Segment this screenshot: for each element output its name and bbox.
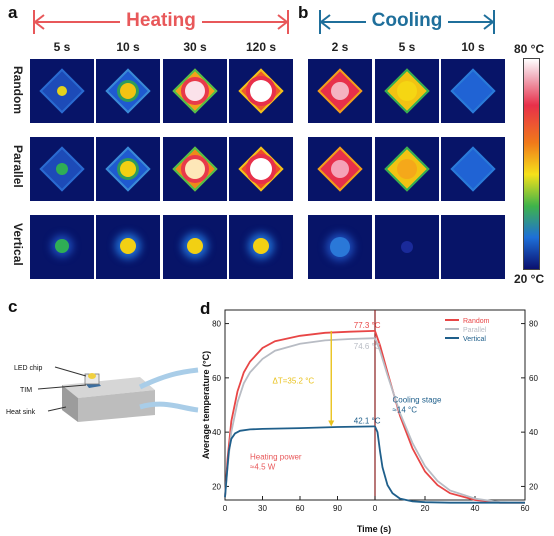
thermal-image	[308, 137, 372, 201]
series-line-parallel-heating	[224, 337, 376, 498]
time-label-heating-10s: 10 s	[116, 40, 140, 54]
x-tick-label-heating: 60	[296, 504, 305, 513]
legend-label-vertical: Vertical	[463, 336, 486, 343]
panel-letter-c: c	[8, 297, 18, 316]
series-line-random-heating	[224, 330, 376, 498]
led-schematic: LED chip TIM Heat sink	[6, 365, 199, 422]
annotation-parallel-peak: 74.6 °C	[354, 342, 381, 351]
time-label-heating-120s: 120 s	[245, 40, 277, 54]
coolant-pipe-bottom	[139, 401, 199, 413]
y-tick-label-right: 60	[529, 374, 538, 383]
series-line-random-cooling	[374, 330, 525, 504]
chart-ticks: 20 20 40 40 60 60 80 80 0 30 60 90 0 20 40 60	[212, 320, 538, 513]
label-tim: TIM	[20, 387, 32, 394]
time-label-cooling-10s: 10 s	[461, 40, 485, 54]
thermal-image	[96, 137, 160, 201]
thermal-image	[163, 137, 227, 201]
thermal-image	[441, 137, 505, 201]
coolant-pipe-top	[138, 367, 199, 390]
y-tick-label-left: 40	[212, 428, 221, 437]
x-tick-label-heating: 0	[223, 504, 228, 513]
annotation-delta: ΔT=35.2 °C	[273, 376, 315, 385]
row-label-vertical: Vertical	[11, 223, 25, 266]
legend-label-random: Random	[463, 318, 490, 325]
time-label-heating-30s: 30 s	[183, 40, 207, 54]
y-tick-label-right: 40	[529, 428, 538, 437]
label-led-chip: LED chip	[14, 365, 43, 372]
thermal-image	[30, 137, 94, 201]
y-tick-label-left: 60	[212, 374, 221, 383]
y-tick-label-left: 80	[212, 320, 221, 329]
heat-sink-top	[62, 377, 155, 398]
y-axis-label: Average temperature (°C)	[201, 351, 211, 459]
leader-tim	[37, 384, 87, 390]
thermal-image	[375, 59, 439, 123]
temperature-chart: 20 20 40 40 60 60 80 80 0 30 60 90 0 20 40 60 77.3 °C 74…	[201, 309, 538, 534]
y-tick-label-right: 80	[529, 320, 538, 329]
thermal-image	[375, 137, 439, 201]
panel-letter-d: d	[200, 299, 211, 318]
cooling-banner: Cooling	[318, 8, 496, 36]
x-tick-label-heating: 30	[258, 504, 267, 513]
thermal-image	[375, 215, 439, 279]
chart-annotations: 77.3 °C 74.6 °C 42.1 °C ΔT=35.2 °C Heating p…	[250, 321, 442, 471]
leader-led	[54, 366, 87, 377]
series-line-vertical-heating	[224, 425, 376, 498]
x-tick-label-cooling: 40	[471, 504, 480, 513]
thermal-image	[229, 137, 293, 201]
heating-banner: Heating	[32, 8, 290, 36]
thermal-image	[163, 215, 227, 279]
cooling-title: Cooling	[365, 10, 449, 31]
heat-sink-left	[62, 385, 78, 422]
annotation-heating-power-value: ≈4.5 W	[250, 462, 276, 471]
time-label-cooling-2s: 2 s	[331, 40, 349, 54]
x-tick-label-heating: 90	[333, 504, 342, 513]
legend-label-parallel: Parallel	[463, 327, 487, 334]
x-tick-label-cooling: 20	[421, 504, 430, 513]
series-line-vertical-cooling	[374, 426, 525, 504]
time-label-cooling-5s: 5 s	[398, 40, 416, 54]
thermal-image	[441, 215, 505, 279]
thermal-image	[441, 59, 505, 123]
x-tick-label-cooling: 60	[521, 504, 530, 513]
y-tick-label-left: 20	[212, 482, 221, 491]
annotation-vertical-peak: 42.1 °C	[354, 416, 381, 425]
annotation-random-peak: 77.3 °C	[354, 321, 381, 330]
thermal-image	[308, 215, 372, 279]
panel-letter-a: a	[8, 3, 18, 22]
thermal-image	[229, 215, 293, 279]
annotation-heating-power: Heating power	[250, 452, 302, 461]
panel-letter-b: b	[298, 3, 309, 22]
row-label-random: Random	[11, 66, 25, 114]
temperature-colorbar	[523, 58, 540, 270]
thermal-image	[229, 59, 293, 123]
x-tick-label-cooling: 0	[373, 504, 378, 513]
colorbar-min-label: 20 °C	[514, 272, 545, 286]
annotation-cooling-stage-value: ≈14 °C	[393, 405, 418, 414]
chart-lines	[224, 330, 526, 504]
thermal-image	[30, 59, 94, 123]
row-label-parallel: Parallel	[11, 145, 25, 188]
thermal-image	[30, 215, 94, 279]
thermal-image	[96, 59, 160, 123]
chart-legend: Random Parallel Vertical	[445, 318, 490, 343]
y-tick-label-right: 20	[529, 482, 538, 491]
heating-title: Heating	[120, 10, 202, 31]
leader-heatsink	[47, 406, 67, 412]
annotation-cooling-stage: Cooling stage	[393, 395, 442, 404]
thermal-image	[96, 215, 160, 279]
delta-arrow-head	[328, 420, 335, 427]
thermal-image	[308, 59, 372, 123]
heat-sink-front	[78, 390, 155, 422]
x-axis-label: Time (s)	[357, 524, 391, 534]
thermal-image	[163, 59, 227, 123]
led-chip-emitter	[88, 373, 96, 379]
colorbar-max-label: 80 °C	[514, 42, 545, 56]
time-label-heating-5s: 5 s	[53, 40, 71, 54]
series-line-parallel-cooling	[374, 337, 526, 504]
label-heat-sink: Heat sink	[6, 409, 36, 416]
